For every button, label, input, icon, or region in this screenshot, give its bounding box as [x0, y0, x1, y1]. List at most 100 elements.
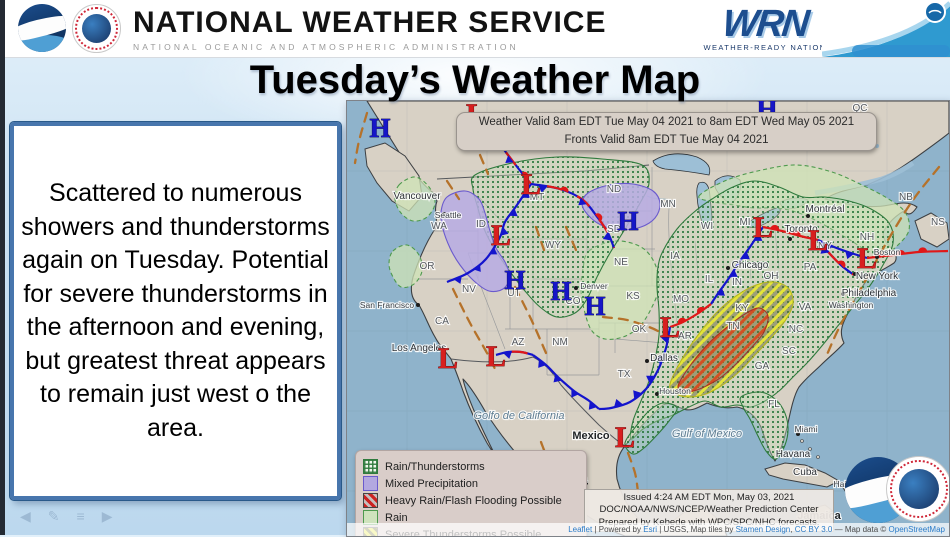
map-label: Gulf of Mexico	[672, 428, 742, 440]
map-label: NE	[614, 257, 628, 268]
map-label: Montréal	[806, 204, 845, 215]
legend-row: Heavy Rain/Flash Flooding Possible	[363, 493, 579, 508]
map-attribution: Leaflet | Powered by Esri | USGS, Map ti…	[347, 523, 949, 536]
map-label: KS	[626, 291, 640, 302]
map-label: MO	[673, 294, 689, 305]
legend-label: Rain	[385, 512, 408, 524]
map-label: OK	[632, 324, 647, 335]
city-dot	[574, 286, 578, 290]
attribution-link[interactable]: Leaflet	[568, 525, 592, 534]
low-pressure-symbol: L	[491, 219, 511, 252]
map-label: Miami	[795, 424, 818, 434]
map-label: Washington	[829, 300, 874, 310]
valid-line-1: Weather Valid 8am EDT Tue May 04 2021 to…	[457, 114, 876, 131]
map-label: PA	[804, 262, 817, 273]
high-pressure-symbol: H	[504, 265, 525, 295]
map-label: NB	[899, 192, 913, 203]
city-dot	[788, 237, 792, 241]
low-pressure-symbol: L	[486, 340, 506, 373]
map-label: IA	[670, 251, 680, 262]
forecast-note-box: Scattered to numerous showers and thunde…	[10, 122, 341, 500]
low-pressure-symbol: L	[521, 168, 541, 201]
slide-toolbar-icon[interactable]: ◀	[20, 508, 31, 525]
slide-toolbar-icon[interactable]: ✎	[48, 508, 60, 525]
map-label: Philadelphia	[842, 288, 897, 299]
low-pressure-symbol: L	[438, 342, 458, 375]
map-label: SC	[782, 346, 796, 357]
noaa-logo-icon	[18, 4, 66, 52]
forecast-note-text: Scattered to numerous showers and thunde…	[20, 177, 331, 445]
issued-line: DOC/NOAA/NWS/NCEP/Weather Prediction Cen…	[587, 504, 831, 516]
map-label: MN	[660, 199, 676, 210]
header-bar: NATIONAL WEATHER SERVICE NATIONAL OCEANI…	[0, 0, 950, 58]
window-edge	[0, 0, 5, 535]
map-label: ND	[607, 184, 621, 195]
attribution-text: | USGS, Map tiles by	[657, 525, 736, 534]
nws-logo-icon	[72, 4, 121, 53]
map-label: Denver	[580, 281, 608, 291]
map-label: WA	[431, 221, 447, 232]
map-label: OR	[420, 261, 435, 272]
slide-toolbar-icon[interactable]: ▶	[102, 508, 113, 525]
map-label: ID	[476, 219, 486, 230]
map-label: WY	[545, 240, 561, 251]
low-pressure-symbol: L	[753, 211, 773, 244]
attribution-link[interactable]: Stamen Design	[736, 525, 791, 534]
heavy-rain-swatch-icon	[363, 493, 378, 508]
valid-time-box: Weather Valid 8am EDT Tue May 04 2021 to…	[456, 112, 877, 151]
map-label: Golfo de California	[473, 410, 564, 422]
map-label: NS	[931, 217, 945, 228]
map-label: VA	[799, 302, 812, 313]
agency-subtitle: NATIONAL OCEANIC AND ATMOSPHERIC ADMINIS…	[133, 42, 606, 52]
agency-titles: NATIONAL WEATHER SERVICE NATIONAL OCEANI…	[133, 7, 606, 52]
low-pressure-symbol: L	[615, 421, 635, 454]
attribution-link[interactable]: OpenStreetMap	[889, 525, 945, 534]
legend-row: Mixed Precipitation	[363, 476, 579, 491]
map-label: TN	[726, 321, 739, 332]
page-title: Tuesday’s Weather Map	[0, 58, 950, 103]
map-label: San Francisco	[360, 300, 415, 310]
map-label: IN	[732, 277, 742, 288]
map-label: Houston	[659, 386, 691, 396]
city-dot	[416, 303, 420, 307]
legend-label: Mixed Precipitation	[385, 478, 478, 490]
attribution-text: | Powered by	[592, 525, 643, 534]
map-label: MI	[739, 217, 750, 228]
mixed-precip-swatch-icon	[363, 476, 378, 491]
attribution-text: — Map data ©	[832, 525, 888, 534]
valid-line-2: Fronts Valid 8am EDT Tue May 04 2021	[457, 132, 876, 149]
wrn-acronym: WRN	[688, 6, 842, 42]
map-label: OH	[764, 271, 779, 282]
map-label: Vancouver	[393, 191, 441, 202]
map-label: AR	[678, 331, 692, 342]
map-label: Havana	[776, 449, 811, 460]
legend-label: Heavy Rain/Flash Flooding Possible	[385, 495, 562, 507]
high-pressure-symbol: H	[369, 113, 390, 143]
map-label: TX	[618, 369, 631, 380]
attribution-link[interactable]: Esri	[643, 525, 657, 534]
map-label: NM	[552, 337, 568, 348]
slide-toolbar-icon[interactable]: ≡	[77, 508, 85, 525]
low-pressure-symbol: L	[857, 242, 877, 275]
issued-line: Issued 4:24 AM EDT Mon, May 03, 2021	[587, 492, 831, 504]
map-label: GA	[755, 361, 770, 372]
high-pressure-symbol: H	[584, 291, 605, 321]
legend-row: Rain/Thunderstorms	[363, 459, 579, 474]
wrn-logo: WRN WEATHER-READY NATION	[690, 6, 840, 52]
swoosh-graphic	[822, 0, 950, 57]
low-pressure-symbol: L	[660, 311, 680, 344]
map-label: Seattle	[435, 210, 462, 220]
attribution-link[interactable]: CC BY 3.0	[795, 525, 833, 534]
map-label: FL	[768, 399, 780, 410]
agency-title: NATIONAL WEATHER SERVICE	[133, 7, 606, 39]
map-label: NV	[462, 284, 476, 295]
map-label: Boston	[874, 247, 901, 257]
map-label: AZ	[512, 337, 525, 348]
map-label: CA	[435, 316, 449, 327]
rain-thunderstorms-swatch-icon	[363, 459, 378, 474]
legend-label: Rain/Thunderstorms	[385, 461, 485, 473]
map-label: Chicago	[732, 260, 769, 271]
low-pressure-symbol: L	[808, 224, 828, 257]
high-pressure-symbol: H	[550, 276, 571, 306]
